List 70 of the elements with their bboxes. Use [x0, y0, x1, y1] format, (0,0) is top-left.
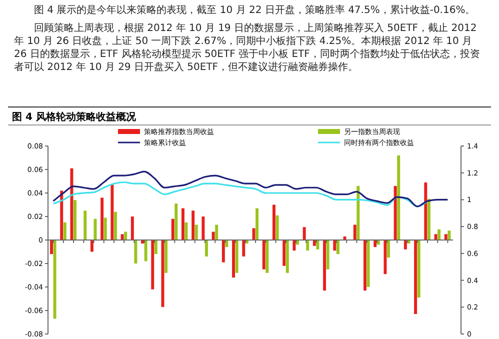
- bar: [438, 229, 441, 240]
- bar: [326, 240, 330, 270]
- bar: [272, 204, 276, 240]
- bar: [204, 240, 208, 256]
- bar: [256, 208, 259, 240]
- bar: [174, 204, 178, 240]
- bar: [63, 222, 66, 240]
- line-series: [52, 170, 448, 208]
- bar: [202, 216, 205, 240]
- bar: [70, 168, 74, 240]
- bar: [114, 212, 117, 240]
- bar: [50, 240, 53, 254]
- bar: [424, 182, 428, 240]
- line-series: [52, 181, 428, 208]
- bar: [282, 240, 286, 266]
- bar: [448, 230, 451, 240]
- bar: [100, 198, 104, 240]
- bar: [124, 232, 128, 240]
- bar: [397, 155, 400, 240]
- bar: [306, 240, 310, 251]
- bar: [164, 240, 168, 273]
- bar: [302, 227, 306, 240]
- bar: [387, 240, 390, 258]
- bar: [215, 224, 218, 240]
- bar: [134, 240, 138, 264]
- bar: [151, 240, 154, 290]
- bar: [144, 240, 148, 262]
- bar: [235, 240, 238, 273]
- bar: [194, 224, 198, 240]
- bar: [366, 240, 370, 287]
- bar: [286, 240, 289, 273]
- bar: [292, 240, 296, 251]
- bar: [444, 234, 448, 240]
- bar: [356, 186, 360, 240]
- bar: [181, 208, 184, 240]
- bar: [364, 240, 366, 291]
- bar: [316, 240, 320, 250]
- bar: [414, 240, 418, 314]
- bar: [262, 240, 266, 270]
- bar: [60, 190, 64, 240]
- caption: 图 4 展示的是今年以来策略的表现，截至 10 月 22 日开盘，策略胜率 47.5%，累计收益-0.16%。: [33, 4, 476, 17]
- bar: [110, 184, 114, 240]
- bar: [427, 198, 430, 240]
- bar: [404, 240, 407, 250]
- text: 回顾策略上周表现，根据 2012 年 10 月 19 日的数据显示，上周策略推荐买入 50ETF，截止 2012 年 10 月 26 日收盘，上证 50 一周下跌 2.67%，同期中小板指下跌 4.25%。本期根据 2012 年 10 月 26 日的数据显示，ETF 风格轮动模型提示 50ETF 强于中小板 ETF，同时两个指数均处于低估状态，投资者可以 2012 年 10 月 29 日开盘买入 50ETF，但不建议进行融资融券操作。: [14, 22, 481, 74]
- bar: [374, 240, 377, 248]
- bar: [90, 240, 94, 252]
- bar: [104, 218, 107, 240]
- bar: [323, 240, 326, 291]
- bar: [154, 240, 158, 254]
- bar: [192, 210, 195, 240]
- bar: [336, 240, 340, 254]
- bar: [266, 240, 269, 273]
- bar: [84, 210, 87, 240]
- bar: [53, 240, 56, 319]
- bar: [74, 200, 76, 240]
- bar: [384, 240, 387, 274]
- chart-title: 图 4 风格轮动策略收益概况: [12, 111, 137, 123]
- bar: [171, 218, 174, 240]
- bar: [120, 234, 124, 240]
- bar: [417, 240, 420, 298]
- bar: [232, 240, 236, 278]
- bar: [222, 240, 225, 262]
- bar: [212, 232, 215, 240]
- bar: [434, 234, 438, 240]
- bar: [353, 224, 356, 240]
- bar: [394, 186, 397, 240]
- bar: [130, 216, 134, 240]
- bar: [242, 240, 246, 256]
- bar: [333, 240, 336, 251]
